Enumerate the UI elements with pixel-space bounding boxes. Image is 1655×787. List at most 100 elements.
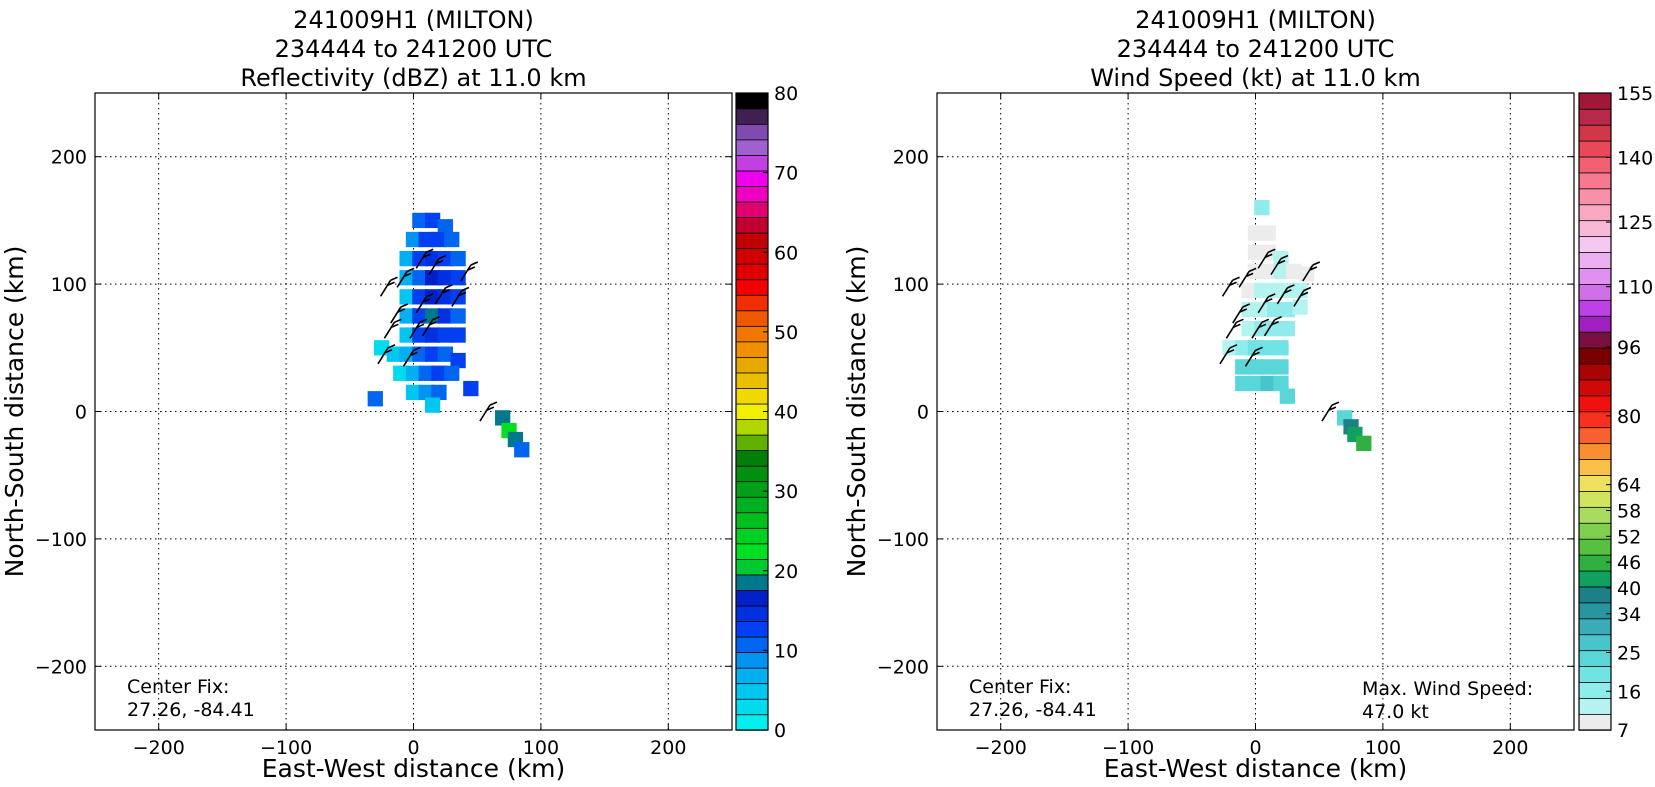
wind-barb [1219, 344, 1238, 365]
data-cell [1247, 340, 1264, 356]
x-tick-label: −100 [1102, 737, 1154, 759]
wind-barb [396, 267, 415, 288]
colorbar-segment [735, 123, 769, 141]
colorbar-segment [1578, 395, 1612, 413]
wind-barb [383, 318, 402, 339]
wind-barb [460, 261, 479, 282]
wind-barb-staff [460, 264, 472, 282]
data-cell [1241, 321, 1257, 337]
data-cell [1254, 200, 1270, 216]
colorbar-segment [1578, 379, 1612, 397]
colorbar-segment [1578, 219, 1612, 238]
wind-barb-flag [394, 318, 402, 324]
wind-barb [390, 303, 409, 324]
wind-barb-flag [425, 248, 434, 253]
data-cell [367, 391, 383, 407]
data-cell [431, 231, 447, 248]
data-cell [1235, 340, 1251, 356]
wind-barb-flag [400, 303, 409, 308]
data-cell [424, 346, 441, 362]
colorbar-segment [735, 325, 769, 343]
data-cell [1356, 435, 1372, 451]
wind-barb-flag [1261, 318, 1270, 324]
wind-barb-staff [390, 306, 402, 324]
data-cell [431, 365, 447, 381]
x-tick-label: 100 [523, 737, 559, 759]
y-axis-label: North-South distance (km) [842, 246, 871, 578]
x-tick-label: −200 [975, 737, 1027, 759]
wind-barb [379, 276, 398, 297]
data-cell [1254, 282, 1270, 299]
x-tick-label: 0 [1249, 737, 1261, 759]
wind-barb-staff [1270, 258, 1282, 276]
data-cell [393, 365, 409, 381]
center-fix-annotation: 27.26, -84.41 [969, 699, 1097, 721]
colorbar-segment [735, 356, 769, 374]
wind-barb-staff [1321, 404, 1333, 422]
colorbar-segment [735, 481, 769, 498]
x-tick-label: 200 [650, 737, 686, 759]
colorbar-segment [1578, 634, 1612, 652]
colorbar-segment [735, 682, 769, 700]
wind-barb-staff [1238, 270, 1250, 288]
colorbar-segment [1578, 442, 1612, 460]
x-tick-label: 200 [1492, 737, 1528, 759]
data-cell [1266, 301, 1283, 318]
wind-barb-staff [434, 287, 447, 305]
wind-barb-staff [1219, 347, 1231, 365]
data-cell [450, 327, 466, 343]
colorbar-tick-label: 80 [774, 83, 798, 105]
wind-barb-staff [1276, 287, 1289, 305]
wind-barb-flag [445, 284, 453, 289]
wind-barb-staff [1225, 321, 1238, 339]
colorbar-segment [1578, 586, 1612, 604]
data-cell [514, 442, 530, 458]
colorbar-segment [1578, 92, 1612, 110]
colorbar-segment [1578, 697, 1612, 715]
wind-barb-flag [1312, 261, 1321, 266]
wind-barb [1270, 254, 1289, 276]
wind-barb-staff [479, 404, 491, 422]
wind-barb-flag [397, 308, 406, 313]
wind-barb-flag [1267, 248, 1276, 253]
wind-barb-flag [1284, 289, 1292, 294]
y-tick-label: 200 [51, 147, 87, 169]
colorbar-segment [1578, 506, 1612, 524]
data-cell [1260, 375, 1276, 392]
colorbar-segment [1578, 251, 1612, 269]
colorbar-segment [735, 247, 769, 265]
colorbar-segment [1578, 299, 1612, 317]
colorbar-segment [1578, 427, 1612, 445]
wind-barb [1302, 261, 1321, 282]
data-cell [424, 327, 441, 343]
colorbar-tick-label: 155 [1617, 83, 1653, 105]
wind-barb-flag [1267, 293, 1276, 298]
colorbar-tick-label: 64 [1617, 475, 1641, 497]
center-fix-annotation: 27.26, -84.41 [127, 699, 255, 721]
wind-barb-flag [429, 321, 437, 326]
colorbar-tick-label: 60 [774, 242, 798, 264]
colorbar-segment [735, 527, 769, 545]
colorbar-segment [735, 310, 769, 327]
colorbar-segment [1578, 140, 1612, 158]
data-cell [424, 397, 441, 413]
max-wind-annotation: Max. Wind Speed: [1362, 678, 1533, 700]
wind-barb-flag [1287, 284, 1295, 289]
colorbar-segment [735, 714, 769, 731]
colorbar-segment [1578, 315, 1612, 333]
wind-barb-flag [1233, 323, 1241, 329]
colorbar-segment [1578, 665, 1612, 683]
data-cell [418, 231, 434, 248]
wind-barb-flag [391, 323, 399, 329]
colorbar-segment [1578, 554, 1612, 572]
wind-barb-flag [1255, 346, 1263, 352]
x-tick-label: −200 [133, 737, 185, 759]
wind-barb [1221, 276, 1240, 297]
colorbar-segment [735, 279, 769, 296]
colorbar-segment [735, 558, 769, 576]
wind-barb-flag [406, 267, 415, 273]
wind-barb-flag [1300, 291, 1309, 297]
colorbar-segment [1578, 124, 1612, 142]
colorbar-tick-label: 30 [774, 481, 798, 503]
y-tick-label: 0 [75, 402, 87, 424]
